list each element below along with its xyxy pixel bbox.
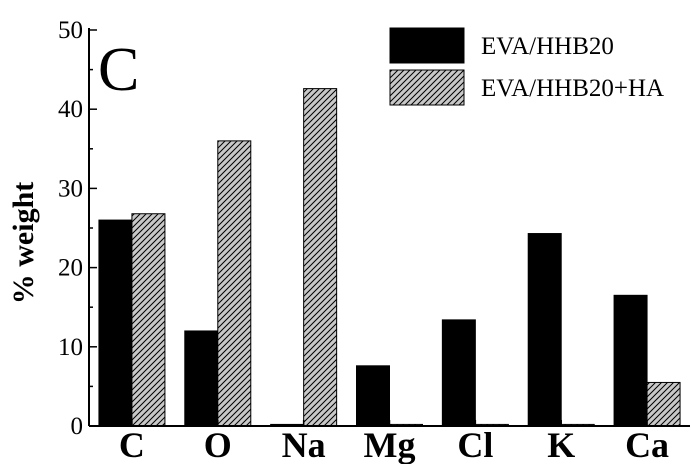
y-tick-label-20: 20: [58, 255, 83, 282]
y-tick-label-30: 30: [58, 175, 83, 202]
bars-group: [98, 88, 681, 427]
bar-eva-hhb20-o: [184, 330, 219, 427]
x-tick-label-o: O: [204, 425, 232, 464]
bar-eva-hhb20-ha-na: [303, 88, 338, 427]
y-tick-label-0: 0: [71, 413, 84, 440]
legend-swatch-eva-hhb20: [389, 27, 465, 64]
y-ticks-group: 0 10 20 30 40 50: [58, 17, 97, 440]
y-axis-title: % weight: [7, 182, 40, 305]
bar-eva-hhb20-mg: [356, 365, 390, 427]
panel-label: C: [98, 36, 139, 104]
legend-label-eva-hhb20-ha: EVA/HHB20+HA: [481, 75, 664, 102]
x-tick-label-c: C: [119, 425, 145, 464]
bar-eva-hhb20-ha-o: [217, 140, 252, 427]
x-tick-label-k: K: [547, 425, 575, 464]
y-tick-label-50: 50: [58, 17, 83, 44]
bar-eva-hhb20-ca: [613, 294, 648, 427]
y-tick-label-10: 10: [58, 334, 83, 361]
legend-swatch-eva-hhb20-ha: [389, 69, 465, 106]
legend-label-eva-hhb20: EVA/HHB20: [481, 33, 614, 60]
y-tick-label-40: 40: [58, 96, 83, 123]
x-ticks-group: C O Na Mg Cl K Ca: [119, 420, 669, 464]
bar-eva-hhb20-c: [98, 219, 133, 427]
x-tick-label-cl: Cl: [457, 425, 493, 464]
bar-eva-hhb20-ha-ca: [646, 381, 681, 427]
bar-eva-hhb20-ha-c: [131, 213, 166, 427]
x-tick-label-mg: Mg: [364, 425, 416, 464]
legend: EVA/HHB20 EVA/HHB20+HA: [389, 27, 664, 106]
x-tick-label-ca: Ca: [625, 425, 669, 464]
x-tick-label-na: Na: [282, 425, 326, 464]
bar-eva-hhb20-k: [527, 233, 562, 427]
bar-eva-hhb20-cl: [441, 319, 476, 427]
